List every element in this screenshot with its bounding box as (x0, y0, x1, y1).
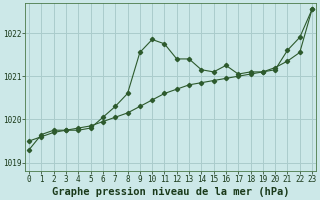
X-axis label: Graphe pression niveau de la mer (hPa): Graphe pression niveau de la mer (hPa) (52, 187, 289, 197)
